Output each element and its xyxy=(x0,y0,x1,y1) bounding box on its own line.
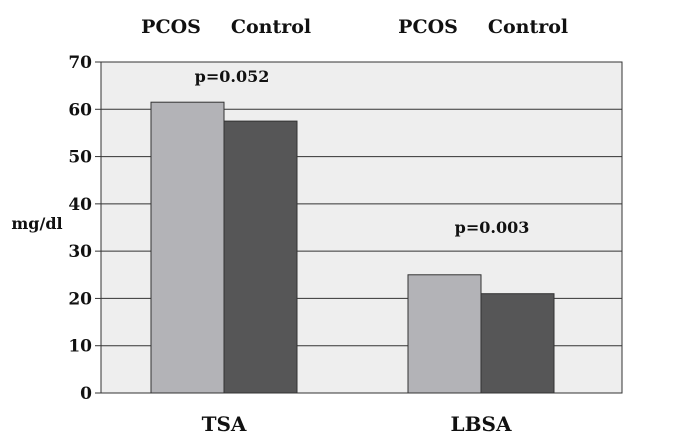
y-tick-label: 70 xyxy=(68,53,92,73)
y-axis-label: mg/dl xyxy=(11,214,62,233)
bar-lbsa-pcos xyxy=(407,274,482,394)
p-value-annotation: p=0.003 xyxy=(455,218,530,237)
group-header-series2: Control xyxy=(231,16,311,38)
bars xyxy=(150,101,555,394)
y-tick-label: 20 xyxy=(68,289,92,309)
y-tick-label: 40 xyxy=(68,195,92,215)
group-header-series2: Control xyxy=(488,16,568,38)
bar-tsa-control xyxy=(223,120,298,394)
group-header-series1: PCOS xyxy=(398,16,458,38)
p-value-annotation: p=0.052 xyxy=(195,67,270,86)
bar-lbsa-control xyxy=(480,293,555,394)
plot-frame xyxy=(100,61,623,394)
y-tick-label: 50 xyxy=(68,148,92,168)
bar-tsa-pcos xyxy=(150,101,225,394)
y-axis: 0 10 20 30 40 50 60 70 xyxy=(68,53,101,404)
x-tick-label: TSA xyxy=(202,412,247,436)
y-tick-label: 30 xyxy=(68,242,92,262)
y-tick-label: 0 xyxy=(80,384,92,404)
y-tick-label: 60 xyxy=(68,100,92,120)
group-header-series1: PCOS xyxy=(141,16,201,38)
x-tick-label: LBSA xyxy=(451,412,512,436)
y-tick-label: 10 xyxy=(68,337,92,357)
